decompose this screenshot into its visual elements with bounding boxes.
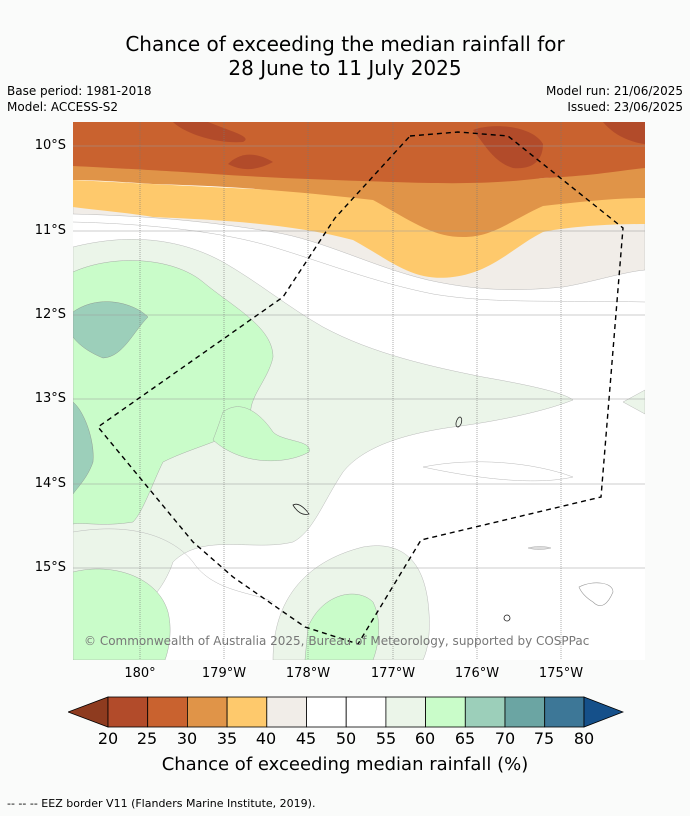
colorbar-label-30: 30 (176, 729, 198, 748)
colorbar-swatch-70-75 (504, 696, 546, 728)
region-60-65-mid (212, 406, 310, 462)
region-65-70-w (73, 401, 94, 495)
model-run-text: Model run: 21/06/2025 (545, 84, 683, 98)
colorbar-label-50: 50 (335, 729, 357, 748)
island-outline-3 (503, 614, 511, 622)
colorbar-swatch-30-35 (187, 696, 228, 728)
colorbar-label-45: 45 (295, 729, 317, 748)
colorbar-swatch-50-55 (345, 696, 387, 728)
colorbar-label-65: 65 (454, 729, 476, 748)
colorbar-swatch-75-80 (544, 696, 585, 728)
region-20-25-mid (228, 154, 273, 170)
eez-legend-footer: -- -- -- EEZ border V11 (Flanders Marine… (7, 797, 316, 810)
colorbar-extend-low (68, 696, 109, 728)
island-outline-4 (578, 582, 614, 606)
region-55-60-east (622, 389, 645, 415)
contour-line-sw (73, 528, 274, 603)
colorbar-swatch-35-40 (226, 696, 268, 728)
colorbar-swatch-40-45 (266, 696, 307, 728)
rainfall-map-canvas (73, 122, 645, 660)
lon-label-178w: 178°W (285, 666, 331, 681)
latitude-gridlines (73, 145, 645, 569)
lat-label-13s: 13°S (34, 391, 66, 406)
island-outline-1 (455, 416, 463, 428)
region-60-65-sw (73, 568, 171, 660)
region-20-25-east (473, 126, 543, 169)
colorbar-label-70: 70 (494, 729, 516, 748)
lon-label-179w: 179°W (201, 666, 247, 681)
region-65-70-nw (73, 301, 149, 359)
colorbar-label-55: 55 (375, 729, 397, 748)
colorbar-label-35: 35 (216, 729, 238, 748)
map-title-line2: 28 June to 11 July 2025 (228, 56, 462, 80)
colorbar-label-60: 60 (414, 729, 436, 748)
rainfall-map (73, 122, 645, 660)
colorbar-title: Chance of exceeding median rainfall (%) (161, 754, 529, 775)
colorbar-swatch-65-70 (464, 696, 506, 728)
copyright-text: © Commonwealth of Australia 2025, Bureau… (84, 634, 590, 648)
colorbar-label-20: 20 (97, 729, 119, 748)
colorbar (68, 696, 624, 728)
colorbar-swatch-20-25 (107, 696, 149, 728)
colorbar-swatch-55-60 (385, 696, 426, 728)
issued-text: Issued: 23/06/2025 (567, 100, 683, 114)
island-outline-5 (527, 546, 552, 550)
colorbar-label-40: 40 (255, 729, 277, 748)
colorbar-label-80: 80 (573, 729, 595, 748)
colorbar-swatch-45-50 (306, 696, 347, 728)
contour-line-north (73, 221, 645, 303)
lat-label-14s: 14°S (34, 476, 66, 491)
model-text: Model: ACCESS-S2 (7, 100, 119, 114)
eez-border (96, 131, 624, 645)
base-period-text: Base period: 1981-2018 (7, 84, 152, 98)
lat-label-10s: 10°S (34, 138, 66, 153)
colorbar-swatch-60-65 (425, 696, 466, 728)
island-outline-2 (292, 503, 310, 515)
lat-label-11s: 11°S (34, 223, 66, 238)
lat-label-15s: 15°S (34, 560, 66, 575)
longitude-gridlines (139, 122, 562, 660)
lon-label-177w: 177°W (370, 666, 416, 681)
region-20-25-ne (603, 122, 645, 144)
lon-label-175w: 175°W (538, 666, 584, 681)
region-60-65-south (304, 593, 379, 660)
contour-line-east (422, 461, 574, 482)
lon-label-180: 180° (124, 666, 156, 681)
colorbar-swatches (107, 696, 585, 728)
lon-label-176w: 176°W (454, 666, 500, 681)
lat-label-12s: 12°S (34, 307, 66, 322)
colorbar-swatch-25-30 (147, 696, 188, 728)
colorbar-extend-high (583, 696, 624, 728)
map-title-line1: Chance of exceeding the median rainfall … (125, 32, 565, 56)
colorbar-label-25: 25 (136, 729, 158, 748)
colorbar-label-75: 75 (533, 729, 555, 748)
region-20-25-north (173, 122, 246, 143)
